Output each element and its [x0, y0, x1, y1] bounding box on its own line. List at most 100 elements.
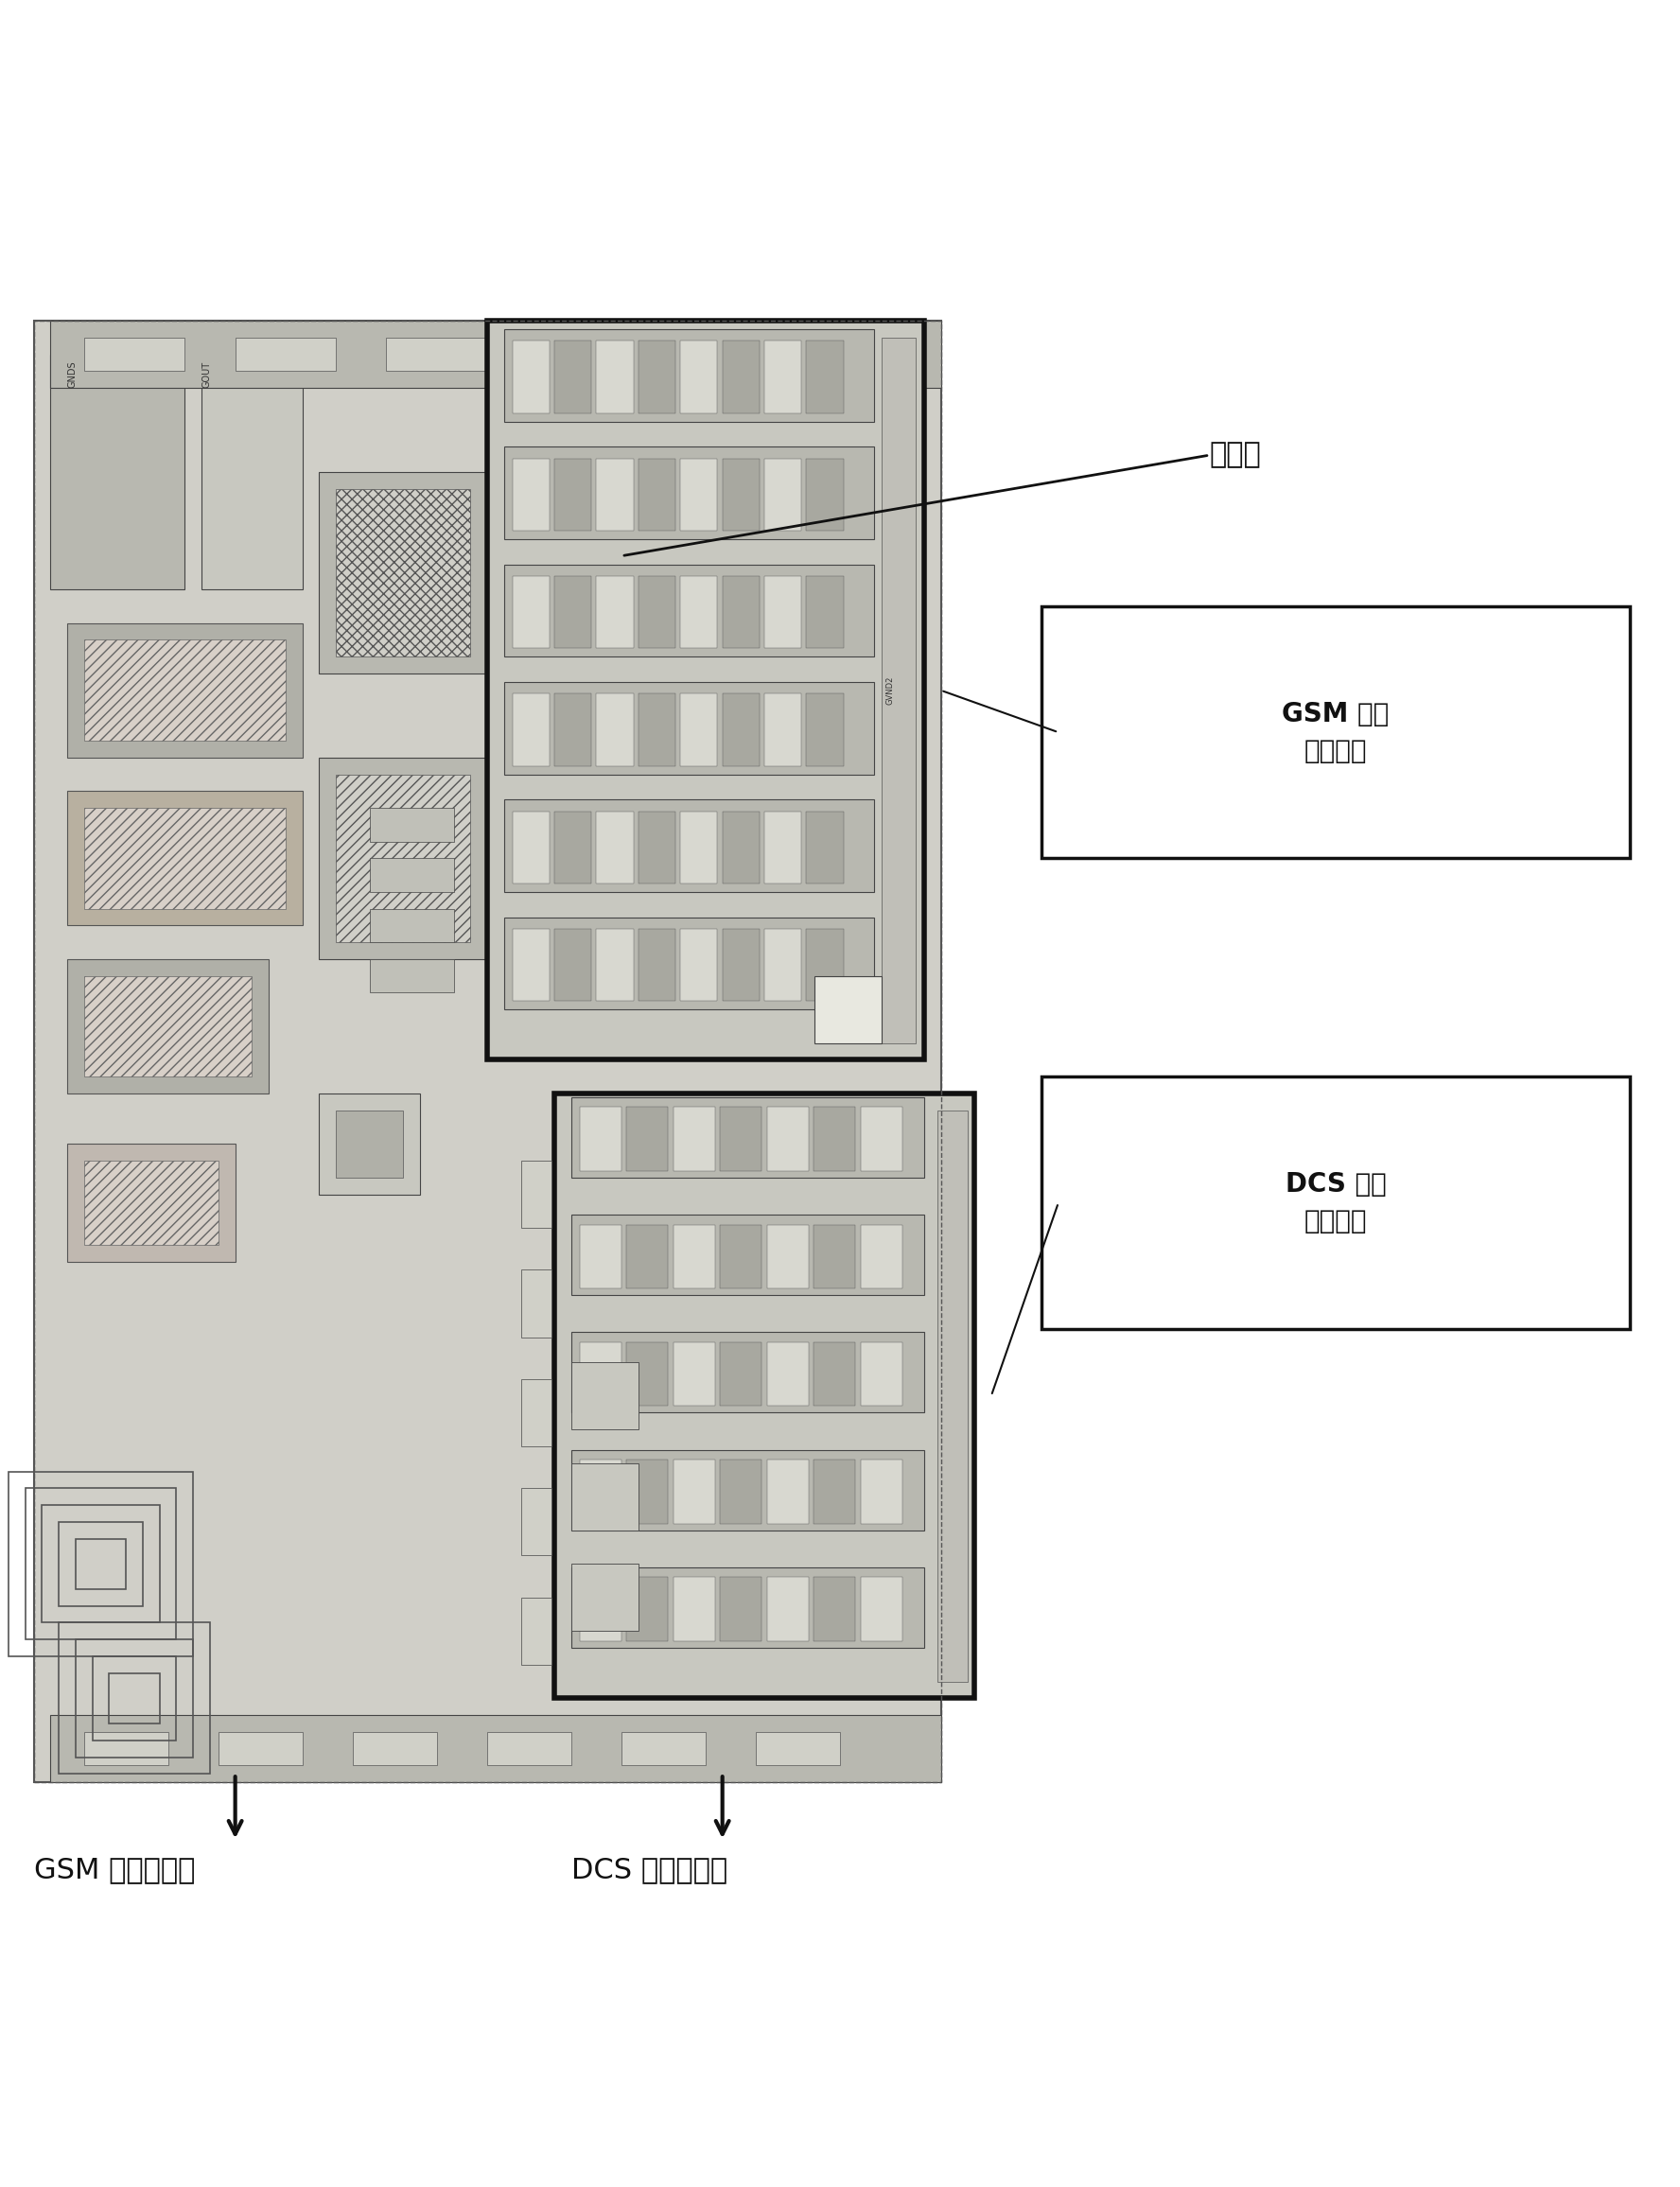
- Bar: [596, 693, 633, 765]
- Bar: [504, 564, 874, 656]
- Bar: [319, 1094, 420, 1194]
- Bar: [571, 1332, 924, 1413]
- Bar: [84, 975, 252, 1076]
- Bar: [571, 1363, 638, 1430]
- Bar: [806, 811, 843, 884]
- Bar: [806, 459, 843, 531]
- Bar: [336, 1111, 403, 1177]
- Text: GNDS: GNDS: [67, 361, 77, 387]
- Bar: [721, 1343, 761, 1406]
- Bar: [722, 693, 759, 765]
- Bar: [815, 975, 882, 1043]
- Bar: [319, 472, 487, 674]
- Bar: [34, 321, 941, 1782]
- Bar: [860, 1343, 902, 1406]
- Bar: [722, 575, 759, 647]
- Bar: [512, 341, 549, 413]
- Bar: [521, 1597, 551, 1664]
- Text: DCS 输出
匹配网络: DCS 输出 匹配网络: [1285, 1170, 1386, 1233]
- Bar: [50, 1715, 941, 1782]
- Bar: [59, 1522, 143, 1605]
- Bar: [554, 693, 591, 765]
- Bar: [813, 1107, 855, 1170]
- Bar: [67, 792, 302, 925]
- Bar: [538, 337, 638, 372]
- Bar: [627, 1577, 669, 1640]
- Bar: [50, 354, 185, 590]
- Bar: [764, 811, 801, 884]
- Bar: [674, 1107, 716, 1170]
- Bar: [512, 929, 549, 1002]
- Bar: [353, 1732, 437, 1765]
- Bar: [638, 341, 675, 413]
- Bar: [596, 575, 633, 647]
- Bar: [674, 1343, 716, 1406]
- Bar: [521, 1489, 551, 1555]
- Bar: [722, 929, 759, 1002]
- Bar: [680, 459, 717, 531]
- Bar: [680, 341, 717, 413]
- Bar: [512, 575, 549, 647]
- Bar: [638, 929, 675, 1002]
- Bar: [674, 1225, 716, 1288]
- Bar: [580, 1343, 622, 1406]
- Bar: [813, 1577, 855, 1640]
- Bar: [571, 1450, 924, 1531]
- Bar: [386, 337, 487, 372]
- Bar: [721, 1225, 761, 1288]
- Bar: [76, 1640, 193, 1756]
- Bar: [806, 929, 843, 1002]
- Bar: [76, 1540, 126, 1590]
- Bar: [504, 328, 874, 422]
- Bar: [813, 1225, 855, 1288]
- Bar: [554, 811, 591, 884]
- Bar: [756, 1732, 840, 1765]
- Bar: [521, 1161, 551, 1227]
- Bar: [689, 337, 790, 372]
- Bar: [860, 1577, 902, 1640]
- Text: GSM 输出
匹配网络: GSM 输出 匹配网络: [1282, 700, 1389, 763]
- Bar: [813, 1343, 855, 1406]
- Text: GOUT: GOUT: [202, 361, 212, 387]
- Bar: [766, 1225, 808, 1288]
- Bar: [580, 1577, 622, 1640]
- Bar: [487, 1732, 571, 1765]
- Bar: [571, 1214, 924, 1295]
- Bar: [721, 1577, 761, 1640]
- Bar: [813, 1459, 855, 1524]
- Bar: [860, 1225, 902, 1288]
- Bar: [806, 575, 843, 647]
- Bar: [504, 682, 874, 774]
- Text: GSM 功率输出级: GSM 功率输出级: [34, 1857, 195, 1883]
- Bar: [109, 1673, 160, 1723]
- Bar: [512, 811, 549, 884]
- Bar: [67, 1144, 235, 1262]
- Bar: [92, 1656, 176, 1741]
- Bar: [319, 757, 487, 960]
- Bar: [59, 1623, 210, 1774]
- Bar: [571, 1568, 924, 1647]
- Bar: [764, 575, 801, 647]
- Bar: [84, 807, 286, 910]
- Bar: [370, 857, 454, 892]
- Bar: [580, 1107, 622, 1170]
- Bar: [937, 1111, 968, 1682]
- Bar: [554, 929, 591, 1002]
- Bar: [370, 960, 454, 993]
- Bar: [680, 575, 717, 647]
- Bar: [25, 1489, 176, 1640]
- Bar: [235, 337, 336, 372]
- Bar: [622, 1732, 706, 1765]
- Bar: [680, 929, 717, 1002]
- Bar: [721, 1107, 761, 1170]
- Bar: [580, 1459, 622, 1524]
- Bar: [674, 1577, 716, 1640]
- Bar: [627, 1343, 669, 1406]
- Bar: [34, 321, 941, 1782]
- Bar: [521, 1271, 551, 1336]
- Bar: [202, 354, 302, 590]
- Bar: [571, 1463, 638, 1531]
- Bar: [84, 337, 185, 372]
- Bar: [638, 693, 675, 765]
- Bar: [722, 459, 759, 531]
